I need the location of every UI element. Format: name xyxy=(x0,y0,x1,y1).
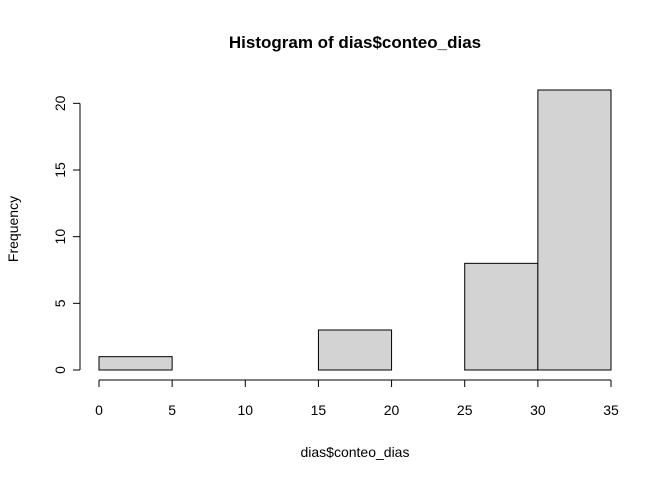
x-axis-label: dias$conteo_dias xyxy=(301,444,410,460)
y-axis-label: Frequency xyxy=(5,196,21,262)
histogram-bar-15-20 xyxy=(317,329,393,371)
histogram-bar-25-30 xyxy=(464,262,539,371)
x-tick-label-5: 5 xyxy=(168,402,176,418)
y-axis: 0 5 10 15 20 xyxy=(52,95,81,374)
x-tick-label-15: 15 xyxy=(311,402,327,418)
x-tick-label-35: 35 xyxy=(603,402,619,418)
bars-group xyxy=(98,89,612,371)
y-tick-label-5: 5 xyxy=(52,299,68,307)
y-tick-label-15: 15 xyxy=(52,162,68,178)
histogram-bar-0-5 xyxy=(98,356,173,371)
x-tick-label-10: 10 xyxy=(238,402,254,418)
y-tick-label-20: 20 xyxy=(52,95,68,111)
x-tick-label-25: 25 xyxy=(457,402,473,418)
histogram-bar-30-35 xyxy=(537,89,612,371)
x-tick-label-0: 0 xyxy=(95,402,103,418)
x-tick-label-20: 20 xyxy=(384,402,400,418)
y-tick-label-0: 0 xyxy=(52,366,68,374)
chart-title: Histogram of dias$conteo_dias xyxy=(229,33,481,52)
x-tick-label-30: 30 xyxy=(530,402,546,418)
y-tick-label-10: 10 xyxy=(52,229,68,245)
x-axis: 0 5 10 15 20 25 30 35 xyxy=(95,379,619,418)
